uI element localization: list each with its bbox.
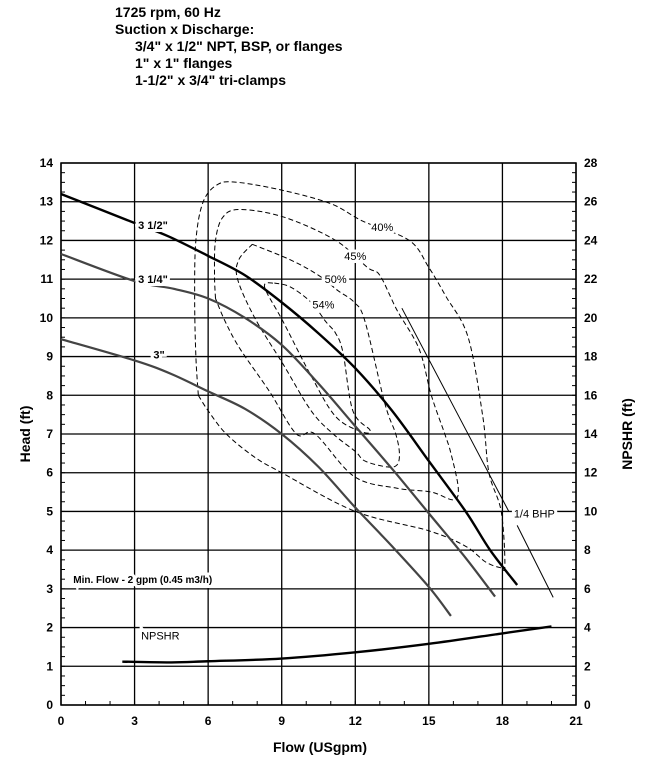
efficiency-contour-54pct xyxy=(263,282,371,434)
chart-header: 1725 rpm, 60 Hz Suction x Discharge: 3/4… xyxy=(115,4,343,89)
series-line-312 xyxy=(60,192,519,586)
y-tick-label: 1 xyxy=(46,659,53,673)
efficiency-label: 45% xyxy=(344,251,366,263)
header-line-option-2: 1" x 1" flanges xyxy=(135,55,233,71)
header-line-option-3: 1-1/2" x 3/4" tri-clamps xyxy=(135,72,287,88)
x-tick-label: 21 xyxy=(569,714,583,728)
y-tick-label: 4 xyxy=(46,543,53,557)
header-line-suction: Suction x Discharge: xyxy=(115,21,255,37)
y2-tick-label: 10 xyxy=(584,504,598,518)
y-tick-label: 13 xyxy=(40,195,54,209)
series-line-3 xyxy=(60,338,452,617)
series-line-314 xyxy=(60,252,496,598)
header-line-speed: 1725 rpm, 60 Hz xyxy=(115,4,221,20)
series-label: 3" xyxy=(153,350,164,362)
y2-tick-label: 28 xyxy=(584,156,598,170)
x-axis-title: Flow (USgpm) xyxy=(273,739,367,755)
y-tick-label: 9 xyxy=(46,350,53,364)
y-tick-label: 7 xyxy=(46,427,53,441)
x-tick-label: 12 xyxy=(349,714,363,728)
x-tick-label: 0 xyxy=(58,714,65,728)
series-label: 3 1/4" xyxy=(138,274,168,286)
y2-tick-label: 12 xyxy=(584,466,598,480)
efficiency-contour-45pct xyxy=(213,208,459,501)
y-tick-label: 12 xyxy=(40,233,54,247)
y2-tick-label: 0 xyxy=(584,698,591,712)
y2-tick-label: 8 xyxy=(584,543,591,557)
efficiency-label: 40% xyxy=(371,222,393,234)
series-label: NPSHR xyxy=(141,630,180,642)
y-tick-label: 11 xyxy=(40,272,53,286)
y2-tick-label: 20 xyxy=(584,311,598,325)
x-tick-label: 9 xyxy=(278,714,285,728)
plot-frame xyxy=(60,162,577,706)
x-tick-label: 6 xyxy=(205,714,212,728)
y-tick-label: 5 xyxy=(46,504,53,518)
min-flow-annotation: Min. Flow - 2 gpm (0.45 m3/h) xyxy=(73,575,212,586)
series-label: 3 1/2" xyxy=(138,220,168,232)
y-tick-label: 6 xyxy=(46,466,53,480)
y-tick-label: 2 xyxy=(46,621,53,635)
y-tick-label: 8 xyxy=(46,388,53,402)
y2-tick-label: 6 xyxy=(584,582,591,596)
y2-tick-label: 26 xyxy=(584,195,598,209)
efficiency-label: 50% xyxy=(325,274,347,286)
header-line-option-1: 3/4" x 1/2" NPT, BSP, or flanges xyxy=(135,38,343,54)
series-line-NPSHR xyxy=(122,625,552,664)
y-tick-label: 3 xyxy=(46,582,53,596)
y2-tick-label: 4 xyxy=(584,621,591,635)
series-line-14BHP xyxy=(401,307,510,512)
x-tick-label: 3 xyxy=(131,714,138,728)
efficiency-contour-50pct xyxy=(235,243,400,468)
y2-tick-label: 2 xyxy=(584,659,591,673)
y-tick-label: 0 xyxy=(46,698,53,712)
y2-tick-label: 22 xyxy=(584,272,598,286)
series-line-14BHP xyxy=(516,525,554,598)
y-tick-label: 10 xyxy=(40,311,54,325)
y2-tick-label: 16 xyxy=(584,388,598,402)
y2-tick-label: 14 xyxy=(584,427,598,441)
x-tick-label: 15 xyxy=(422,714,436,728)
y2-tick-label: 24 xyxy=(584,233,598,247)
y2-axis-title: NPSHR (ft) xyxy=(619,398,635,470)
y-tick-label: 14 xyxy=(40,156,54,170)
series-label: 1/4 BHP xyxy=(514,508,555,520)
y-axis-title: Head (ft) xyxy=(17,406,33,463)
efficiency-label: 54% xyxy=(312,299,334,311)
y2-tick-label: 18 xyxy=(584,350,598,364)
x-tick-label: 18 xyxy=(496,714,510,728)
efficiency-contour-40pct xyxy=(194,181,506,572)
